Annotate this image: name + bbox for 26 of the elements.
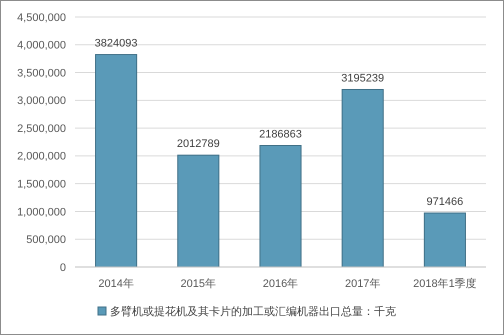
bar xyxy=(177,154,220,268)
x-tick-label: 2016年 xyxy=(262,278,298,290)
data-label: 971466 xyxy=(426,196,464,208)
x-tick-label: 2017年 xyxy=(344,278,380,290)
x-tick-label: 2014年 xyxy=(98,278,134,290)
y-tick-label: 1,000,000 xyxy=(17,206,66,218)
bar xyxy=(424,212,466,268)
y-tick-label: 2,000,000 xyxy=(17,150,66,163)
data-label: 2186863 xyxy=(259,128,302,141)
y-tick-label: 3,000,000 xyxy=(17,95,66,108)
bar xyxy=(259,145,302,268)
y-tick-label: 4,000,000 xyxy=(17,40,66,52)
data-label: 3195239 xyxy=(341,72,384,84)
y-tick-label: 3,500,000 xyxy=(17,67,66,80)
legend-label: 多臂机或提花机及其卡片的加工或汇编机器出口总量：千克 xyxy=(110,304,396,318)
x-tick-label: 2018年1季度 xyxy=(413,277,477,290)
data-label: 2012789 xyxy=(176,138,220,150)
y-tick-label: 2,500,000 xyxy=(17,122,66,135)
y-tick-label: 0 xyxy=(60,262,66,274)
y-tick-label: 500,000 xyxy=(26,234,66,246)
data-label: 3824093 xyxy=(94,38,138,50)
x-tick-label: 2015年 xyxy=(180,278,216,290)
bar xyxy=(95,54,138,268)
y-tick-label: 4,500,000 xyxy=(17,12,66,24)
y-tick-label: 1,500,000 xyxy=(17,178,66,191)
bar xyxy=(342,88,384,268)
